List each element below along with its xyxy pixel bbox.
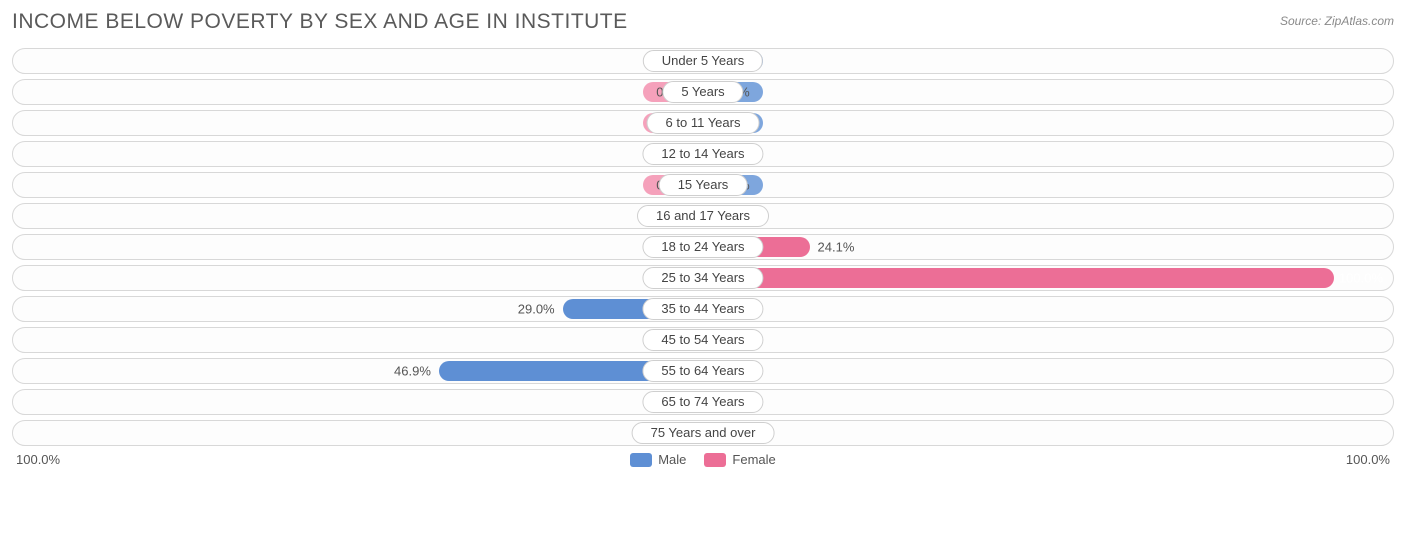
age-group-label: 25 to 34 Years [642,267,763,289]
male-swatch-icon [630,453,652,467]
age-group-label: 16 and 17 Years [637,205,769,227]
chart-row: 65 to 74 Years0.0%0.0% [12,389,1394,415]
age-group-label: Under 5 Years [643,50,763,72]
chart-row: 18 to 24 Years0.0%24.1% [12,234,1394,260]
chart-row: 25 to 34 Years0.0%100.0% [12,265,1394,291]
age-group-label: 15 Years [659,174,748,196]
legend-female-label: Female [732,452,775,467]
chart-row: 5 Years0.0%0.0% [12,79,1394,105]
age-group-label: 12 to 14 Years [642,143,763,165]
chart-row: 15 Years0.0%0.0% [12,172,1394,198]
chart-row: 6 to 11 Years0.0%0.0% [12,110,1394,136]
age-group-label: 18 to 24 Years [642,236,763,258]
male-value-label: 46.9% [394,364,431,379]
chart-row: 12 to 14 Years0.0%0.0% [12,141,1394,167]
chart-source: Source: ZipAtlas.com [1280,10,1394,28]
chart-header: INCOME BELOW POVERTY BY SEX AND AGE IN I… [12,10,1394,34]
chart-row: 45 to 54 Years0.0%0.0% [12,327,1394,353]
chart-container: INCOME BELOW POVERTY BY SEX AND AGE IN I… [0,0,1406,475]
age-group-label: 35 to 44 Years [642,298,763,320]
axis-right-label: 100.0% [1346,452,1390,467]
female-value-label: 100.0% [1339,271,1383,286]
chart-row: 16 and 17 Years0.0%0.0% [12,203,1394,229]
age-group-label: 6 to 11 Years [647,112,760,134]
chart-row: 75 Years and over0.0%0.0% [12,420,1394,446]
legend-item-female: Female [704,452,775,467]
chart-rows: Under 5 Years0.0%0.0% 5 Years0.0%0.0% 6 to… [12,48,1394,446]
legend-item-male: Male [630,452,686,467]
male-value-label: 29.0% [518,302,555,317]
chart-row: Under 5 Years0.0%0.0% [12,48,1394,74]
axis-left-label: 100.0% [16,452,60,467]
age-group-label: 65 to 74 Years [642,391,763,413]
legend-male-label: Male [658,452,686,467]
age-group-label: 75 Years and over [632,422,775,444]
chart-title: INCOME BELOW POVERTY BY SEX AND AGE IN I… [12,10,628,34]
female-value-label: 24.1% [818,240,855,255]
chart-footer: 100.0% Male Female 100.0% [12,452,1394,467]
chart-row: 55 to 64 Years46.9%0.0% [12,358,1394,384]
age-group-label: 5 Years [662,81,743,103]
female-swatch-icon [704,453,726,467]
chart-row: 35 to 44 Years29.0%0.0% [12,296,1394,322]
age-group-label: 55 to 64 Years [642,360,763,382]
legend: Male Female [630,452,776,467]
age-group-label: 45 to 54 Years [642,329,763,351]
